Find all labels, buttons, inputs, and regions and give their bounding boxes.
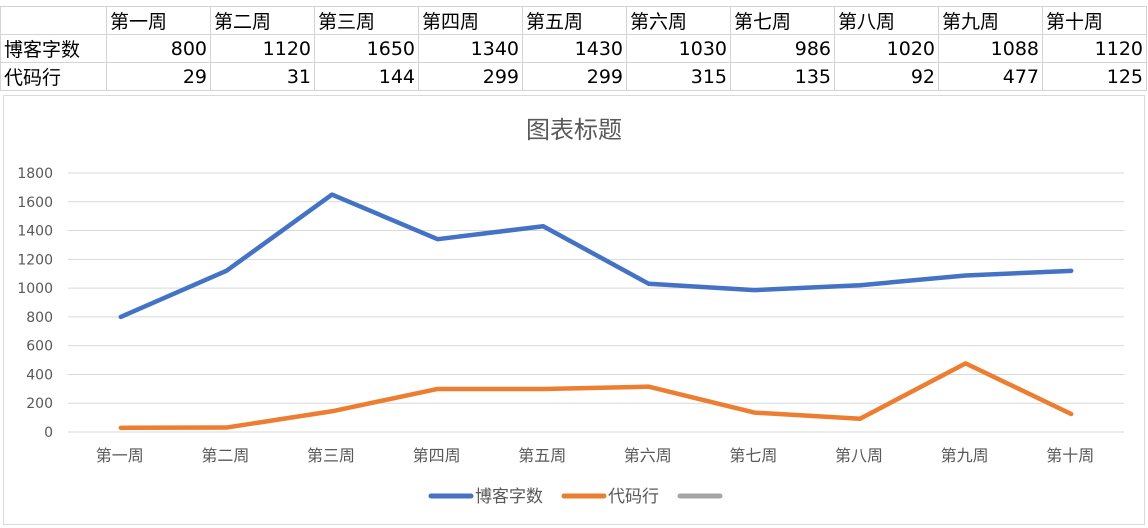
row-label-cell[interactable]: 博客字数 <box>0 34 107 63</box>
value-cell[interactable]: 1430 <box>522 34 627 63</box>
value-cell[interactable]: 299 <box>522 62 627 91</box>
y-tick-label: 1000 <box>17 281 53 297</box>
value-cell[interactable]: 92 <box>834 62 939 91</box>
value-cell[interactable]: 986 <box>730 34 835 63</box>
x-tick-label: 第九周 <box>941 446 989 465</box>
value-cell[interactable]: 800 <box>106 34 211 63</box>
value-cell[interactable]: 31 <box>210 62 315 91</box>
header-cell[interactable]: 第十周 <box>1042 6 1147 35</box>
legend-label[interactable]: 博客字数 <box>475 487 543 507</box>
value-cell[interactable]: 1030 <box>626 34 731 63</box>
value-cell[interactable]: 29 <box>106 62 211 91</box>
x-tick-label: 第一周 <box>96 446 144 465</box>
y-tick-label: 0 <box>44 425 53 441</box>
y-tick-label: 800 <box>26 310 53 326</box>
value-cell[interactable]: 477 <box>938 62 1043 91</box>
value-cell[interactable]: 135 <box>730 62 835 91</box>
header-cell[interactable]: 第八周 <box>834 6 939 35</box>
header-cell[interactable]: 第三周 <box>314 6 419 35</box>
value-cell[interactable]: 125 <box>1042 62 1147 91</box>
x-tick-label: 第二周 <box>201 446 249 465</box>
y-tick-label: 1600 <box>17 195 53 211</box>
x-tick-label: 第八周 <box>835 446 883 465</box>
chart-svg: 图表标题 0 200 400 600 800 1000 1200 1400 1600 1800 第一… <box>17 116 1124 507</box>
x-tick-label: 第五周 <box>518 446 566 465</box>
header-cell[interactable]: 第六周 <box>626 6 731 35</box>
y-tick-label: 400 <box>26 367 53 383</box>
x-tick-label: 第三周 <box>307 446 355 465</box>
header-cell[interactable]: 第一周 <box>106 6 211 35</box>
series-line-0[interactable] <box>118 192 1074 320</box>
header-row: 第一周 第二周 第三周 第四周 第五周 第六周 第七周 第八周 第九周 第十周 <box>0 6 1147 35</box>
value-cell[interactable]: 1020 <box>834 34 939 63</box>
row-label-cell[interactable]: 代码行 <box>0 62 107 91</box>
data-table: 第一周 第二周 第三周 第四周 第五周 第六周 第七周 第八周 第九周 第十周 博客字数 800 112… <box>0 6 1147 91</box>
value-cell[interactable]: 1340 <box>418 34 523 63</box>
x-tick-label: 第四周 <box>413 446 461 465</box>
table-row: 代码行 29 31 144 299 299 315 135 92 477 125 <box>0 62 1147 91</box>
value-cell[interactable]: 1120 <box>210 34 315 63</box>
value-cell[interactable]: 144 <box>314 62 419 91</box>
header-cell[interactable]: 第九周 <box>938 6 1043 35</box>
value-cell[interactable]: 1088 <box>938 34 1043 63</box>
value-cell[interactable]: 1120 <box>1042 34 1147 63</box>
header-cell[interactable]: 第二周 <box>210 6 315 35</box>
series-line-1[interactable] <box>118 361 1074 431</box>
value-cell[interactable]: 299 <box>418 62 523 91</box>
y-tick-label: 1800 <box>17 166 53 182</box>
value-cell[interactable]: 315 <box>626 62 731 91</box>
legend-label[interactable]: 代码行 <box>608 487 659 507</box>
y-tick-label: 600 <box>26 339 53 355</box>
y-tick-label: 200 <box>26 396 53 412</box>
y-tick-label: 1400 <box>17 224 53 240</box>
chart-title: 图表标题 <box>526 116 622 144</box>
x-tick-label: 第十周 <box>1046 446 1094 465</box>
x-tick-label: 第六周 <box>624 446 672 465</box>
line-chart[interactable]: 图表标题 0 200 400 600 800 1000 1200 1400 1600 1800 第一… <box>3 95 1145 525</box>
header-cell[interactable]: 第七周 <box>730 6 835 35</box>
header-cell[interactable] <box>0 6 107 35</box>
table-row: 博客字数 800 1120 1650 1340 1430 1030 986 1020 1088 11… <box>0 34 1147 63</box>
x-tick-label: 第七周 <box>729 446 777 465</box>
header-cell[interactable]: 第四周 <box>418 6 523 35</box>
value-cell[interactable]: 1650 <box>314 34 419 63</box>
y-tick-label: 1200 <box>17 252 53 268</box>
header-cell[interactable]: 第五周 <box>522 6 627 35</box>
